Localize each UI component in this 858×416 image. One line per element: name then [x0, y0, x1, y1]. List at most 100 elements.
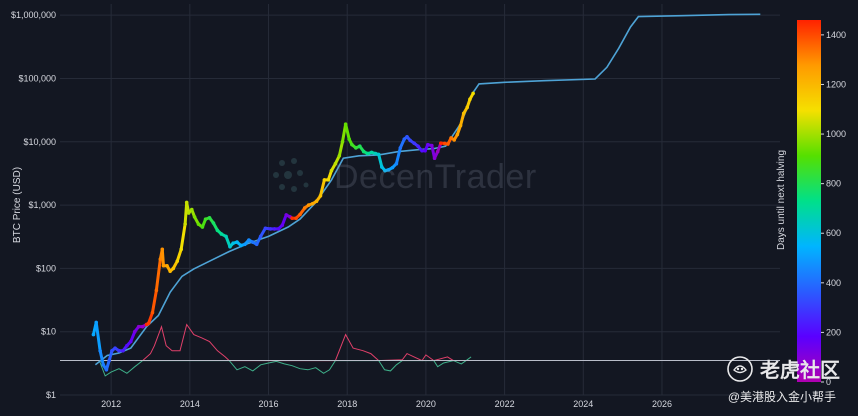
price-point [461, 111, 466, 116]
price-segment [337, 140, 344, 158]
y-tick-label: $1,000 [28, 200, 56, 210]
price-point [290, 216, 294, 221]
x-tick-label: 2024 [573, 399, 593, 409]
price-point [158, 257, 163, 261]
colorbar-tick-label: 1400 [826, 30, 846, 40]
price-point [125, 343, 129, 348]
price-point [192, 215, 197, 219]
colorbar-title: Days until next halving [776, 150, 787, 250]
price-point [165, 263, 169, 268]
price-point [243, 242, 247, 247]
price-point [394, 161, 399, 166]
y-tick-label: $100 [36, 263, 56, 273]
price-point [455, 132, 460, 137]
tiger-logo-icon [727, 355, 753, 382]
price-point [247, 238, 251, 242]
price-point [272, 227, 277, 231]
model-line-series [94, 13, 761, 366]
colorbar-tick-label: 800 [826, 179, 841, 189]
price-segment [224, 234, 232, 249]
colorbar-tick-label: 0 [826, 377, 831, 387]
price-point [129, 339, 133, 344]
price-point [258, 234, 263, 239]
price-point [284, 213, 289, 217]
price-segment [179, 222, 187, 251]
price-point [231, 241, 235, 245]
x-tick-label: 2018 [337, 399, 357, 409]
price-point [211, 221, 216, 225]
colorbar-tick-label: 1000 [826, 129, 846, 139]
price-point [471, 91, 475, 96]
price-point [132, 329, 137, 334]
price-point [186, 211, 191, 215]
price-point [298, 212, 302, 217]
price-scatter-series [91, 91, 475, 372]
brand-badge: 老虎社区 [726, 354, 840, 383]
price-point [310, 201, 315, 206]
price-point [420, 148, 424, 153]
price-point [343, 122, 348, 126]
price-point [101, 362, 106, 367]
price-point [154, 288, 159, 293]
x-axis: 2012 2014 2016 2018 2020 2022 2024 2026 [101, 399, 672, 409]
price-segment [280, 213, 288, 227]
price-point [200, 225, 205, 229]
price-point [207, 215, 212, 220]
price-point [228, 244, 232, 249]
y-tick-label: $100,000 [18, 73, 56, 83]
price-point [350, 142, 354, 147]
price-point [430, 143, 434, 148]
price-segment [377, 152, 384, 169]
colorbar-tick-label: 1200 [826, 79, 846, 89]
price-point [140, 324, 145, 329]
price-segment [147, 311, 154, 325]
price-point [91, 332, 96, 337]
price-point [161, 263, 166, 268]
price-point [426, 142, 430, 147]
price-point [104, 368, 109, 372]
price-point [146, 321, 151, 326]
price-point [268, 227, 273, 231]
price-point [432, 156, 437, 161]
price-point [373, 151, 378, 156]
price-segment [318, 178, 326, 198]
brand-subtitle: @美港股入金小帮手 [727, 390, 836, 404]
price-point [423, 148, 427, 153]
oscillator-line [98, 356, 472, 377]
price-point [98, 348, 102, 353]
price-point [449, 136, 453, 140]
price-point [390, 165, 395, 170]
price-point [446, 142, 450, 146]
colorbar-tick-label: 600 [826, 228, 841, 238]
price-point [369, 150, 374, 155]
price-point [408, 138, 412, 143]
y-tick-label: $10,000 [23, 137, 56, 147]
price-segment [154, 257, 162, 292]
x-tick-label: 2022 [495, 399, 515, 409]
price-point [452, 138, 457, 142]
y-tick-label: $1,000,000 [11, 10, 56, 20]
price-point [314, 199, 319, 204]
price-point [113, 346, 117, 350]
price-segment [344, 122, 351, 141]
price-point [136, 324, 141, 329]
price-point [333, 161, 338, 166]
brand-name: 老虎社区 [760, 360, 840, 382]
x-tick-label: 2026 [652, 399, 672, 409]
price-point [358, 144, 362, 149]
price-point [184, 200, 189, 205]
price-point [179, 247, 183, 252]
price-point [318, 194, 323, 198]
price-point [329, 168, 334, 173]
colorbar-gradient [797, 20, 821, 382]
price-segment [175, 247, 183, 263]
price-point [302, 206, 307, 210]
price-point [203, 217, 208, 221]
price-point [160, 247, 165, 252]
price-segment [459, 111, 466, 128]
price-point [190, 207, 194, 212]
price-point [354, 146, 358, 150]
price-point [361, 149, 366, 154]
gridlines [60, 4, 780, 396]
price-point [280, 223, 285, 228]
